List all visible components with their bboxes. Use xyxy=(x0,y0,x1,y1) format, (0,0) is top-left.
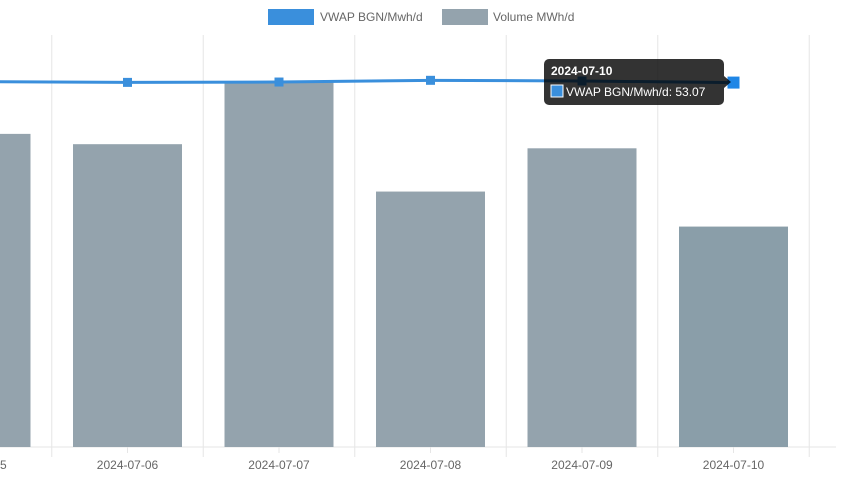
x-tick-label: 2024-07-10 xyxy=(703,458,765,472)
x-tick-label: 2024-07-09 xyxy=(551,458,613,472)
bar-2024-07-06[interactable] xyxy=(73,144,182,447)
vwap-point-2024-07-08[interactable] xyxy=(426,75,435,85)
tooltip-swatch xyxy=(550,84,564,98)
legend-item-volume[interactable]: Volume MWh/d xyxy=(442,9,574,25)
bar-2024-07-09[interactable] xyxy=(527,148,637,448)
legend-item-vwap[interactable]: VWAP BGN/Mwh/d xyxy=(268,9,423,25)
bar-2024-07-10[interactable] xyxy=(679,226,788,447)
legend-label-vwap: VWAP BGN/Mwh/d xyxy=(320,10,423,24)
x-axis: 2024-07-05 2024-07-06 2024-07-07 2024-07-08… xyxy=(0,447,765,472)
x-tick-label: 2024-07-08 xyxy=(400,458,462,472)
tooltip-title: 2024-07-10 xyxy=(551,64,613,78)
x-tick-label: 2024-07-05 xyxy=(0,458,7,472)
tooltip-box xyxy=(544,59,724,105)
x-tick-label: 2024-07-06 xyxy=(97,458,159,472)
bar-2024-07-08[interactable] xyxy=(376,191,485,447)
legend-swatch-volume xyxy=(442,9,488,25)
volume-bars xyxy=(0,82,788,448)
tooltip-caret xyxy=(724,76,731,88)
legend-label-volume: Volume MWh/d xyxy=(493,10,574,24)
x-tick-label: 2024-07-07 xyxy=(248,458,310,472)
tooltip: 2024-07-10 VWAP BGN/Mwh/d: 53.07 xyxy=(544,59,731,105)
legend[interactable]: VWAP BGN/Mwh/d Volume MWh/d xyxy=(268,9,574,25)
bar-2024-07-07[interactable] xyxy=(224,82,334,447)
vwap-point-2024-07-10[interactable] xyxy=(727,76,740,89)
vwap-point-2024-07-06[interactable] xyxy=(123,77,132,87)
tooltip-text: VWAP BGN/Mwh/d: 53.07 xyxy=(566,85,706,99)
bar-2024-07-05[interactable] xyxy=(0,133,31,447)
vwap-point-2024-07-07[interactable] xyxy=(274,77,284,87)
legend-swatch-vwap xyxy=(268,9,314,25)
